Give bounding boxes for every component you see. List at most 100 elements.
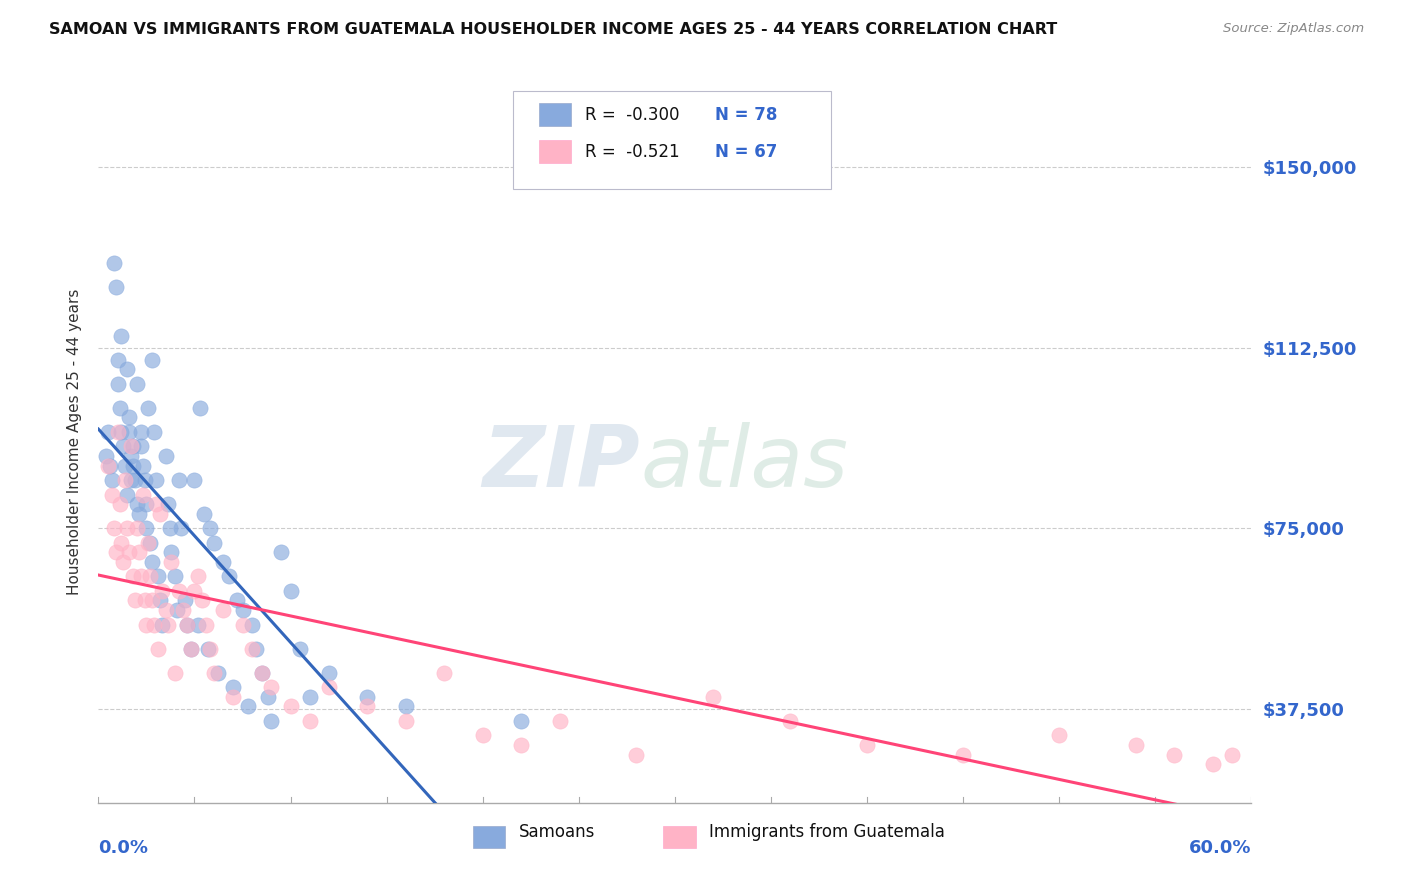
Point	[124, 473, 146, 487]
Point	[141, 593, 163, 607]
Point	[117, 487, 139, 501]
Point	[238, 699, 260, 714]
Bar	[472, 826, 505, 848]
Point	[107, 376, 129, 391]
Point	[117, 362, 139, 376]
Point	[318, 665, 340, 680]
Point	[150, 617, 173, 632]
Point	[146, 569, 169, 583]
Bar	[664, 826, 696, 848]
Point	[129, 569, 152, 583]
Point	[176, 617, 198, 632]
Point	[626, 747, 648, 762]
Point	[118, 410, 141, 425]
Point	[231, 603, 254, 617]
Point	[143, 617, 166, 632]
Point	[118, 425, 141, 439]
Point	[97, 425, 120, 439]
Text: Samoans: Samoans	[519, 823, 596, 841]
Point	[131, 487, 153, 501]
Point	[101, 473, 124, 487]
Point	[118, 545, 141, 559]
Point	[159, 521, 181, 535]
Point	[187, 569, 209, 583]
Point	[97, 458, 120, 473]
Point	[188, 401, 211, 415]
Point	[101, 487, 124, 501]
Point	[104, 545, 127, 559]
Point	[207, 665, 229, 680]
Point	[1125, 738, 1147, 752]
Point	[143, 425, 166, 439]
Text: 60.0%: 60.0%	[1189, 838, 1251, 857]
Point	[510, 714, 533, 728]
Point	[167, 473, 190, 487]
Point	[1163, 747, 1185, 762]
Point	[145, 497, 167, 511]
Point	[120, 439, 142, 453]
Point	[167, 583, 190, 598]
Point	[198, 641, 221, 656]
Point	[222, 690, 245, 704]
Point	[110, 328, 132, 343]
Point	[260, 680, 283, 694]
Point	[107, 352, 129, 367]
Point	[120, 449, 142, 463]
Point	[183, 583, 205, 598]
Point	[125, 376, 148, 391]
Point	[134, 473, 156, 487]
Point	[114, 458, 136, 473]
Point	[165, 569, 187, 583]
Point	[250, 665, 273, 680]
Point	[1047, 728, 1070, 742]
Text: ZIP: ZIP	[482, 422, 640, 505]
Point	[139, 535, 162, 549]
Point	[103, 256, 125, 270]
Point	[122, 458, 145, 473]
Point	[180, 641, 202, 656]
Point	[165, 665, 187, 680]
Point	[240, 617, 263, 632]
Point	[170, 521, 193, 535]
Point	[218, 569, 240, 583]
Point	[510, 738, 533, 752]
Point	[160, 545, 183, 559]
Point	[195, 617, 218, 632]
Point	[117, 521, 139, 535]
Point	[149, 593, 172, 607]
Point	[298, 690, 321, 704]
Text: 0.0%: 0.0%	[98, 838, 149, 857]
Point	[124, 593, 146, 607]
Point	[180, 641, 202, 656]
Point	[134, 593, 156, 607]
Point	[155, 449, 177, 463]
Text: atlas: atlas	[640, 422, 848, 505]
Text: N = 67: N = 67	[716, 144, 778, 161]
Point	[166, 603, 188, 617]
Point	[104, 280, 127, 294]
Point	[290, 641, 312, 656]
Point	[122, 439, 145, 453]
Point	[122, 569, 145, 583]
Text: R =  -0.521: R = -0.521	[585, 144, 679, 161]
Point	[150, 583, 173, 598]
Point	[145, 473, 167, 487]
Text: Immigrants from Guatemala: Immigrants from Guatemala	[710, 823, 945, 841]
Point	[356, 699, 378, 714]
Point	[856, 738, 879, 752]
Point	[280, 699, 302, 714]
Point	[135, 497, 157, 511]
Point	[231, 617, 254, 632]
Point	[1220, 747, 1243, 762]
Point	[131, 458, 153, 473]
Point	[952, 747, 974, 762]
Point	[256, 690, 278, 704]
Point	[779, 714, 801, 728]
Point	[156, 497, 179, 511]
Point	[128, 545, 150, 559]
Point	[135, 617, 157, 632]
Point	[1202, 757, 1225, 772]
Point	[298, 714, 321, 728]
Point	[356, 690, 378, 704]
Point	[155, 603, 177, 617]
